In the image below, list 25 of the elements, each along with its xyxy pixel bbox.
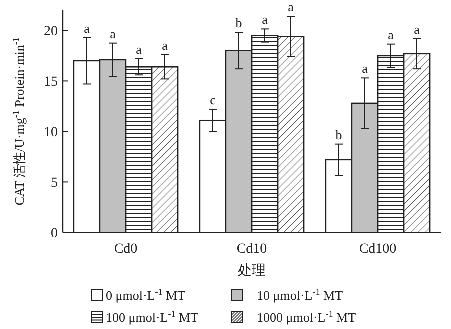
- data-label: a: [388, 27, 394, 42]
- data-label: a: [162, 38, 168, 53]
- data-label: b: [336, 127, 342, 142]
- y-tick-label: 15: [44, 75, 58, 90]
- x-tick-label: Cd10: [236, 242, 268, 257]
- y-tick-label: 0: [51, 226, 58, 242]
- y-tick-label: 20: [44, 24, 58, 40]
- data-label: a: [110, 26, 116, 42]
- data-label: a: [362, 61, 368, 76]
- data-label: b: [236, 16, 242, 31]
- data-label: a: [262, 12, 268, 28]
- data-label: a: [84, 20, 90, 36]
- data-label: a: [414, 22, 420, 37]
- y-tick-label: 5: [51, 176, 58, 192]
- legend-label: 0 μmol·L$^{-1}$ MT: [106, 287, 186, 303]
- y-tick-label: 10: [44, 126, 58, 141]
- legend-label: 1000 μmol·L$^{-1}$ MT: [257, 309, 356, 325]
- x-axis-title: 处理: [238, 263, 266, 279]
- x-tick-label: Cd100: [359, 242, 397, 257]
- data-label: a: [288, 0, 294, 15]
- data-label: a: [136, 42, 142, 57]
- x-tick-label: Cd0: [114, 242, 138, 257]
- data-label: c: [210, 92, 216, 108]
- legend-label: 10 μmol·L$^{-1}$ MT: [257, 287, 344, 303]
- legend-label: 100 μmol·L$^{-1}$ MT: [106, 309, 199, 325]
